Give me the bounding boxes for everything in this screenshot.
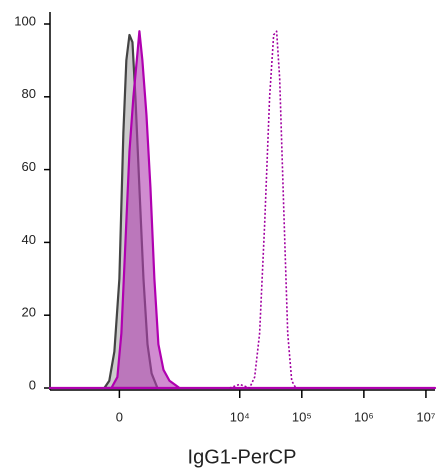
x-tick-label: 10⁶: [354, 409, 374, 424]
y-tick-label: 80: [22, 86, 36, 101]
y-tick-label: 100: [14, 13, 36, 28]
histogram-area: [48, 30, 437, 390]
x-axis-title: IgG1-PerCP: [188, 446, 297, 468]
y-tick-label: 40: [22, 232, 36, 247]
x-tick-label: 10⁵: [292, 409, 312, 424]
x-tick-label: 0: [116, 409, 123, 424]
x-tick-label: 10⁷: [416, 409, 435, 424]
x-tick-label: 10⁴: [230, 409, 250, 424]
y-tick-label: 0: [29, 377, 36, 392]
histogram-line: [229, 30, 297, 389]
y-tick-label: 20: [22, 305, 36, 320]
y-tick-label: 60: [22, 159, 36, 174]
